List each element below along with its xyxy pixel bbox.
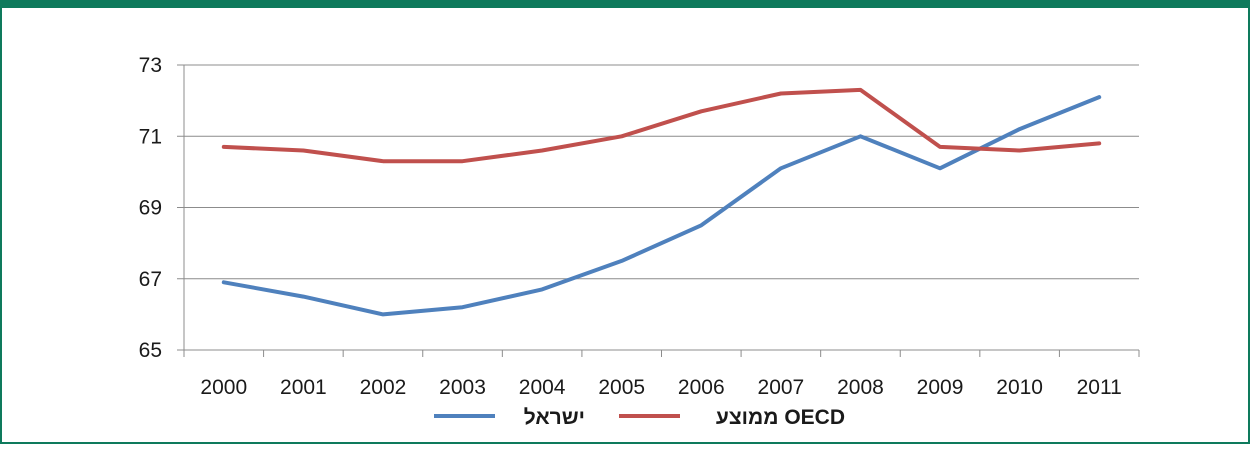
series-line-1	[221, 87, 1102, 164]
x-tick-label: 2011	[1077, 376, 1122, 399]
x-tick-label: 2007	[758, 376, 805, 399]
axes	[177, 64, 1140, 357]
y-tick-labels: 65 67 69 71 73	[139, 54, 162, 362]
y-tick-label: 65	[139, 339, 162, 362]
legend-label-0: ישראל	[524, 406, 585, 429]
x-tick-label: 2001	[280, 376, 327, 399]
x-tick-label: 2000	[200, 376, 247, 399]
series-lines	[221, 87, 1102, 317]
x-tick-label: 2005	[598, 376, 645, 399]
y-tick-label: 69	[139, 197, 162, 220]
x-tick-labels: 2000 2001 2002 2003 2004 2005 2006 2007 2008 2009…	[200, 376, 1121, 399]
legend: ישראל ממוצע OECD	[434, 406, 845, 429]
y-tick-label: 73	[139, 54, 162, 77]
x-tick-label: 2006	[678, 376, 725, 399]
x-tick-label: 2003	[439, 376, 486, 399]
y-tick-label: 67	[139, 268, 162, 291]
x-tick-label: 2004	[519, 376, 566, 399]
gridlines	[184, 64, 1139, 280]
x-tick-label: 2002	[360, 376, 407, 399]
series-line-0	[221, 95, 1102, 317]
x-tick-label: 2009	[917, 376, 964, 399]
x-tick-label: 2010	[996, 376, 1043, 399]
x-tick-label: 2008	[837, 376, 884, 399]
legend-label-1: ממוצע OECD	[716, 406, 845, 429]
y-tick-label: 71	[139, 125, 162, 148]
